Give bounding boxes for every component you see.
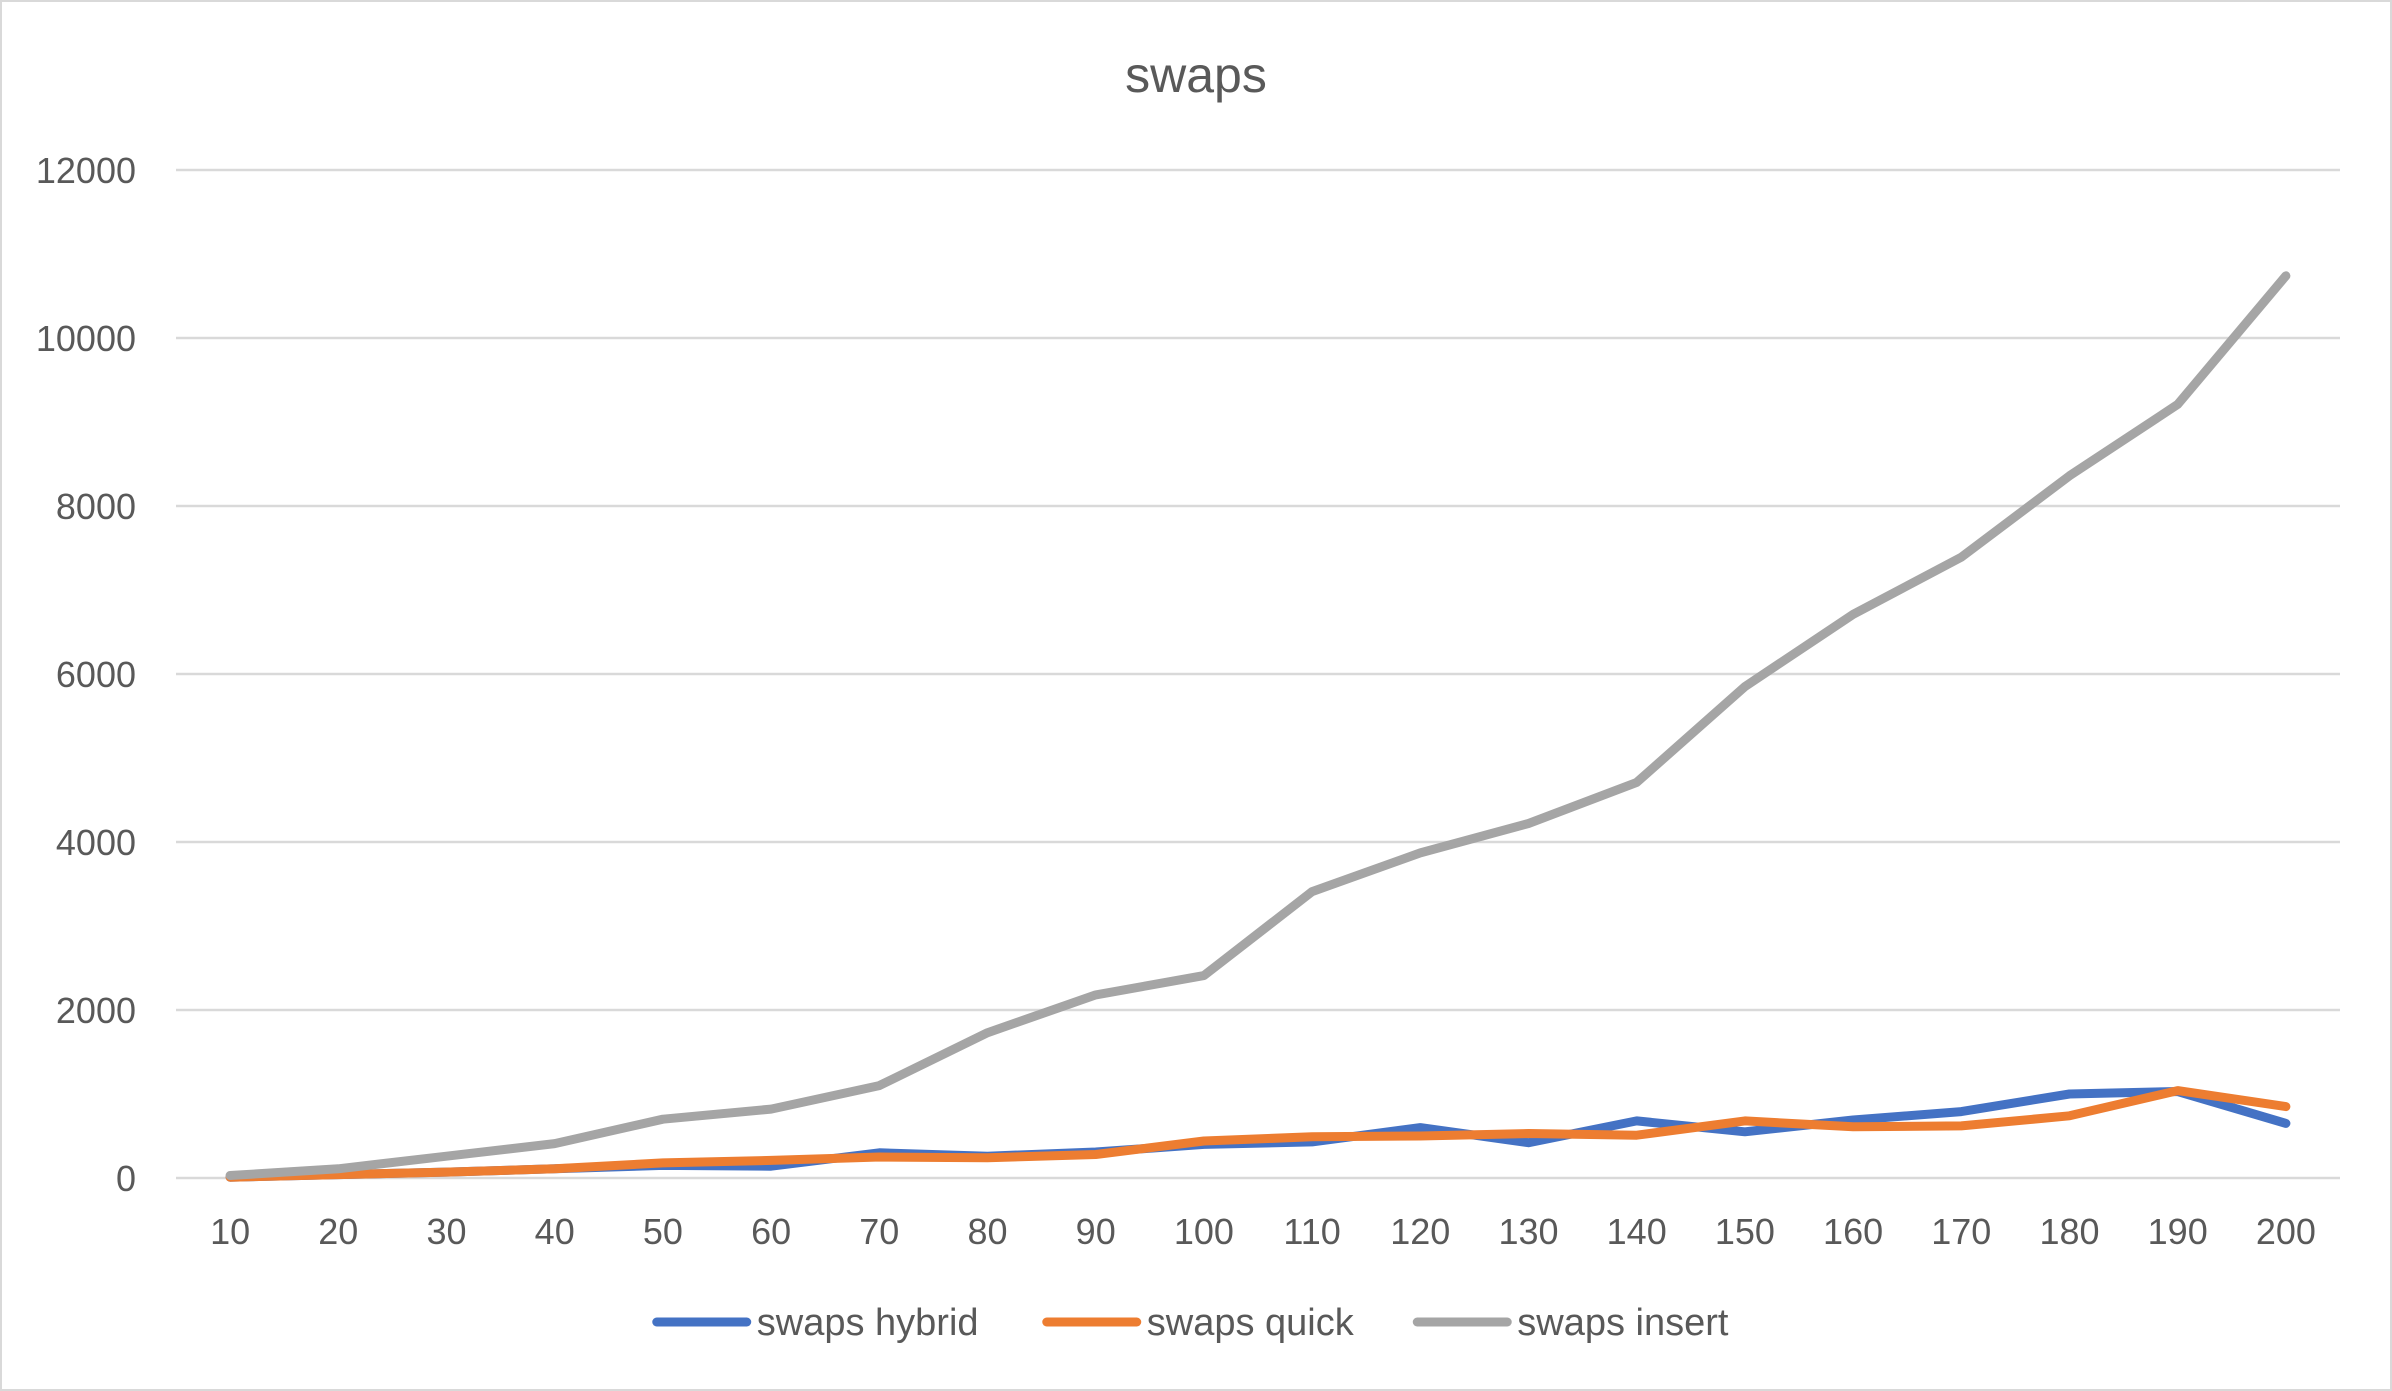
- x-axis: 10 20 30 40 50 60 70 80 90 100 110 120 130 140 150 160 1…: [210, 1211, 2316, 1252]
- chart-title: swaps: [1125, 47, 1267, 103]
- x-tick-label: 150: [1715, 1211, 1775, 1252]
- legend-item: swaps insert: [1412, 1302, 1729, 1344]
- grid-layer: [176, 168, 2340, 1180]
- x-tick-label: 120: [1390, 1211, 1450, 1252]
- y-axis: 0 2000 4000 6000 8000 10000 12000: [36, 150, 136, 1199]
- x-tick-label: 50: [643, 1211, 683, 1252]
- x-tick-label: 170: [1931, 1211, 1991, 1252]
- x-tick-label: 180: [2039, 1211, 2099, 1252]
- legend-item: swaps quick: [1042, 1302, 1355, 1344]
- x-tick-label: 70: [859, 1211, 899, 1252]
- series-line-swaps-quick: [225, 1086, 2291, 1182]
- legend-label: swaps quick: [1147, 1302, 1355, 1344]
- x-tick-label: 200: [2256, 1211, 2316, 1252]
- x-tick-label: 110: [1283, 1211, 1340, 1252]
- x-tick-label: 80: [967, 1211, 1007, 1252]
- x-tick-label: 100: [1174, 1211, 1234, 1252]
- y-tick-label: 0: [116, 1158, 136, 1199]
- x-tick-label: 190: [2148, 1211, 2208, 1252]
- legend-label: swaps insert: [1517, 1302, 1729, 1344]
- series-layer: [225, 271, 2291, 1182]
- x-tick-label: 30: [426, 1211, 466, 1252]
- x-tick-label: 10: [210, 1211, 250, 1252]
- y-tick-label: 6000: [56, 654, 136, 695]
- x-tick-label: 60: [751, 1211, 791, 1252]
- x-tick-label: 130: [1498, 1211, 1558, 1252]
- y-tick-label: 2000: [56, 990, 136, 1031]
- x-tick-label: 160: [1823, 1211, 1883, 1252]
- series-line-swaps-hybrid: [225, 1087, 2291, 1182]
- series-line-swaps-insert: [225, 271, 2291, 1180]
- x-tick-label: 90: [1076, 1211, 1116, 1252]
- y-tick-label: 10000: [36, 318, 136, 359]
- y-tick-label: 8000: [56, 486, 136, 527]
- y-tick-label: 4000: [56, 822, 136, 863]
- x-tick-label: 20: [318, 1211, 358, 1252]
- x-tick-label: 140: [1607, 1211, 1667, 1252]
- x-tick-label: 40: [535, 1211, 575, 1252]
- legend-item: swaps hybrid: [652, 1302, 979, 1344]
- legend: swaps hybrid swaps quick swaps insert: [652, 1302, 1729, 1344]
- legend-label: swaps hybrid: [757, 1302, 979, 1344]
- y-tick-label: 12000: [36, 150, 136, 191]
